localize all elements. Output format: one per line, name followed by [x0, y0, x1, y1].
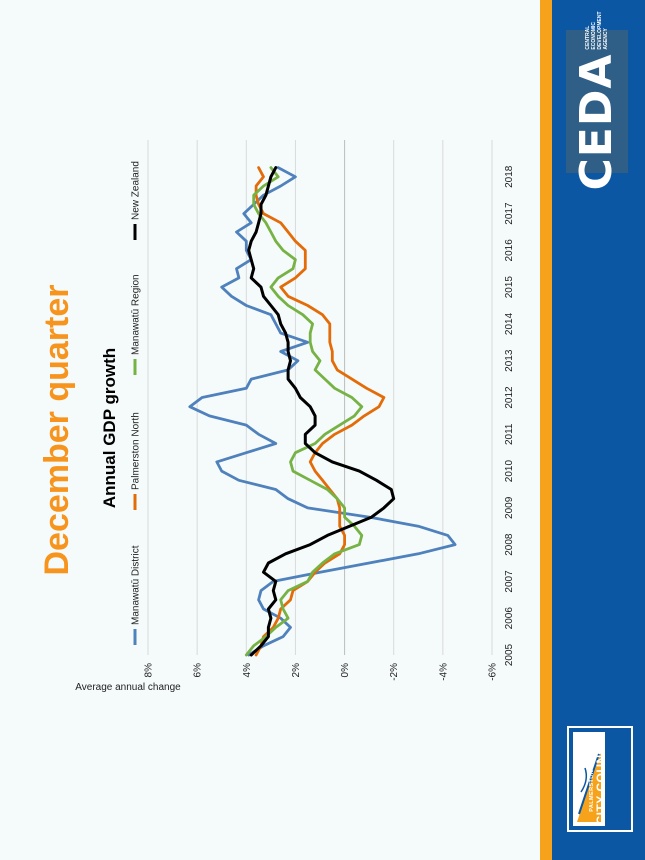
city-council-logo: PALMERSTON NORTH CITY COUNCIL — [567, 726, 633, 832]
legend-label: New Zealand — [131, 161, 142, 220]
legend-label: Palmerston North — [131, 412, 142, 490]
ceda-logo-tagline: CENTRAL ECONOMIC DEVELOPMENT AGENCY — [585, 11, 609, 50]
x-tick-label: 2015 — [504, 276, 515, 299]
y-tick-label: 0% — [340, 663, 351, 678]
y-tick-label: 2% — [291, 663, 302, 678]
orange-accent-band — [540, 0, 552, 860]
chart-title: Annual GDP growth — [100, 348, 119, 508]
x-tick-label: 2010 — [504, 460, 515, 483]
y-axis-label: Average annual change — [75, 682, 181, 693]
series-line-1 — [188, 166, 457, 657]
x-tick-label: 2017 — [504, 202, 515, 225]
ceda-logo-wordmark: CEDA — [571, 53, 622, 191]
y-tick-label: -4% — [438, 663, 449, 681]
legend-label: Manawatū District — [131, 545, 142, 625]
y-tick-label: 4% — [242, 663, 253, 678]
x-tick-label: 2014 — [504, 312, 515, 335]
y-tick-label: -2% — [389, 663, 400, 681]
ceda-logo: CEDA CENTRAL ECONOMIC DEVELOPMENT AGENCY — [566, 12, 628, 191]
slide-heading: December quarter — [38, 284, 76, 575]
x-tick-label: 2012 — [504, 386, 515, 409]
y-tick-label: 6% — [193, 663, 204, 678]
y-tick-label: -6% — [488, 663, 499, 681]
x-tick-label: 2006 — [504, 607, 515, 630]
x-tick-label: 2011 — [504, 423, 515, 445]
council-name-line2: CITY COUNCIL — [594, 733, 608, 825]
x-tick-label: 2007 — [504, 570, 515, 593]
x-tick-label: 2013 — [504, 349, 515, 372]
y-tick-label: 8% — [144, 663, 155, 678]
legend-label: Manawatū Region — [131, 274, 142, 355]
x-tick-label: 2016 — [504, 239, 515, 262]
series-line-2 — [254, 166, 386, 657]
x-tick-label: 2005 — [504, 643, 515, 666]
series-line-4 — [247, 166, 396, 657]
x-tick-label: 2018 — [504, 165, 515, 188]
council-emblem-icon — [573, 732, 605, 826]
x-tick-label: 2008 — [504, 533, 515, 556]
series-line-3 — [244, 166, 364, 657]
x-tick-label: 2009 — [504, 496, 515, 519]
